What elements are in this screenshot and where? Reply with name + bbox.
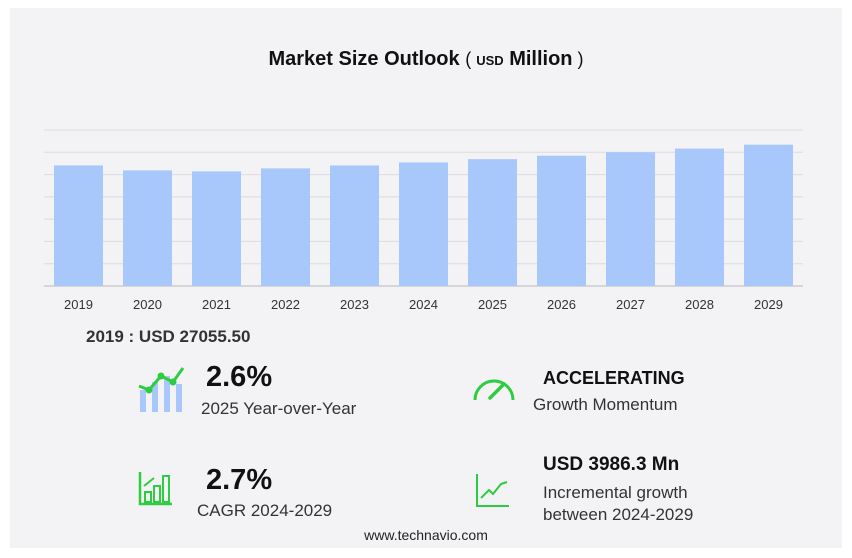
- x-tick-label: 2023: [340, 297, 369, 312]
- bar-2027: [606, 152, 655, 286]
- bar-2020: [123, 170, 172, 286]
- x-tick-label: 2019: [64, 297, 93, 312]
- bar-2029: [744, 144, 793, 286]
- incremental-label-2: between 2024-2029: [543, 505, 694, 524]
- cagr-chart-icon: [138, 472, 172, 506]
- x-tick-label: 2027: [616, 297, 645, 312]
- incremental-label-1: Incremental growth: [543, 483, 688, 502]
- yoy-growth-icon: [138, 367, 185, 412]
- x-tick-label: 2026: [547, 297, 576, 312]
- bar-2021: [192, 171, 241, 286]
- x-tick-label: 2028: [685, 297, 714, 312]
- x-tick-label: 2021: [202, 297, 231, 312]
- yoy-label: 2025 Year-over-Year: [201, 399, 357, 418]
- x-tick-label: 2022: [271, 297, 300, 312]
- yoy-value: 2.6%: [206, 361, 273, 393]
- bar-2026: [537, 155, 586, 286]
- unit: Million: [509, 48, 573, 70]
- bar-chart: 2019 2020 2021 2022 2023 2024 2025 2026 2027 2028…: [44, 129, 803, 312]
- bar-2024: [399, 162, 448, 286]
- incremental-growth-icon: [476, 474, 509, 507]
- bar-2023: [330, 165, 379, 286]
- speedometer-icon: [473, 379, 515, 401]
- x-tick-label: 2020: [133, 297, 162, 312]
- cagr-value: 2.7%: [206, 464, 273, 496]
- cagr-label: CAGR 2024-2029: [197, 501, 333, 520]
- bar-2025: [468, 159, 517, 286]
- x-tick-label: 2029: [754, 297, 783, 312]
- bar-2028: [675, 148, 724, 286]
- x-tick-label: 2025: [478, 297, 507, 312]
- momentum-value: ACCELERATING: [543, 368, 685, 388]
- bar-2019: [54, 165, 103, 286]
- title-text: Market Size Outlook: [268, 48, 460, 70]
- unit-prefix: USD: [476, 53, 504, 68]
- chart-title: Market Size Outlook ( USD Million ): [268, 48, 584, 70]
- base-year-value: 2019 : USD 27055.50: [86, 327, 251, 346]
- incremental-value: USD 3986.3 Mn: [543, 454, 680, 475]
- footer-url: www.technavio.com: [364, 527, 488, 543]
- momentum-label: Growth Momentum: [533, 395, 678, 414]
- x-tick-label: 2024: [409, 297, 438, 312]
- bar-2022: [261, 168, 310, 286]
